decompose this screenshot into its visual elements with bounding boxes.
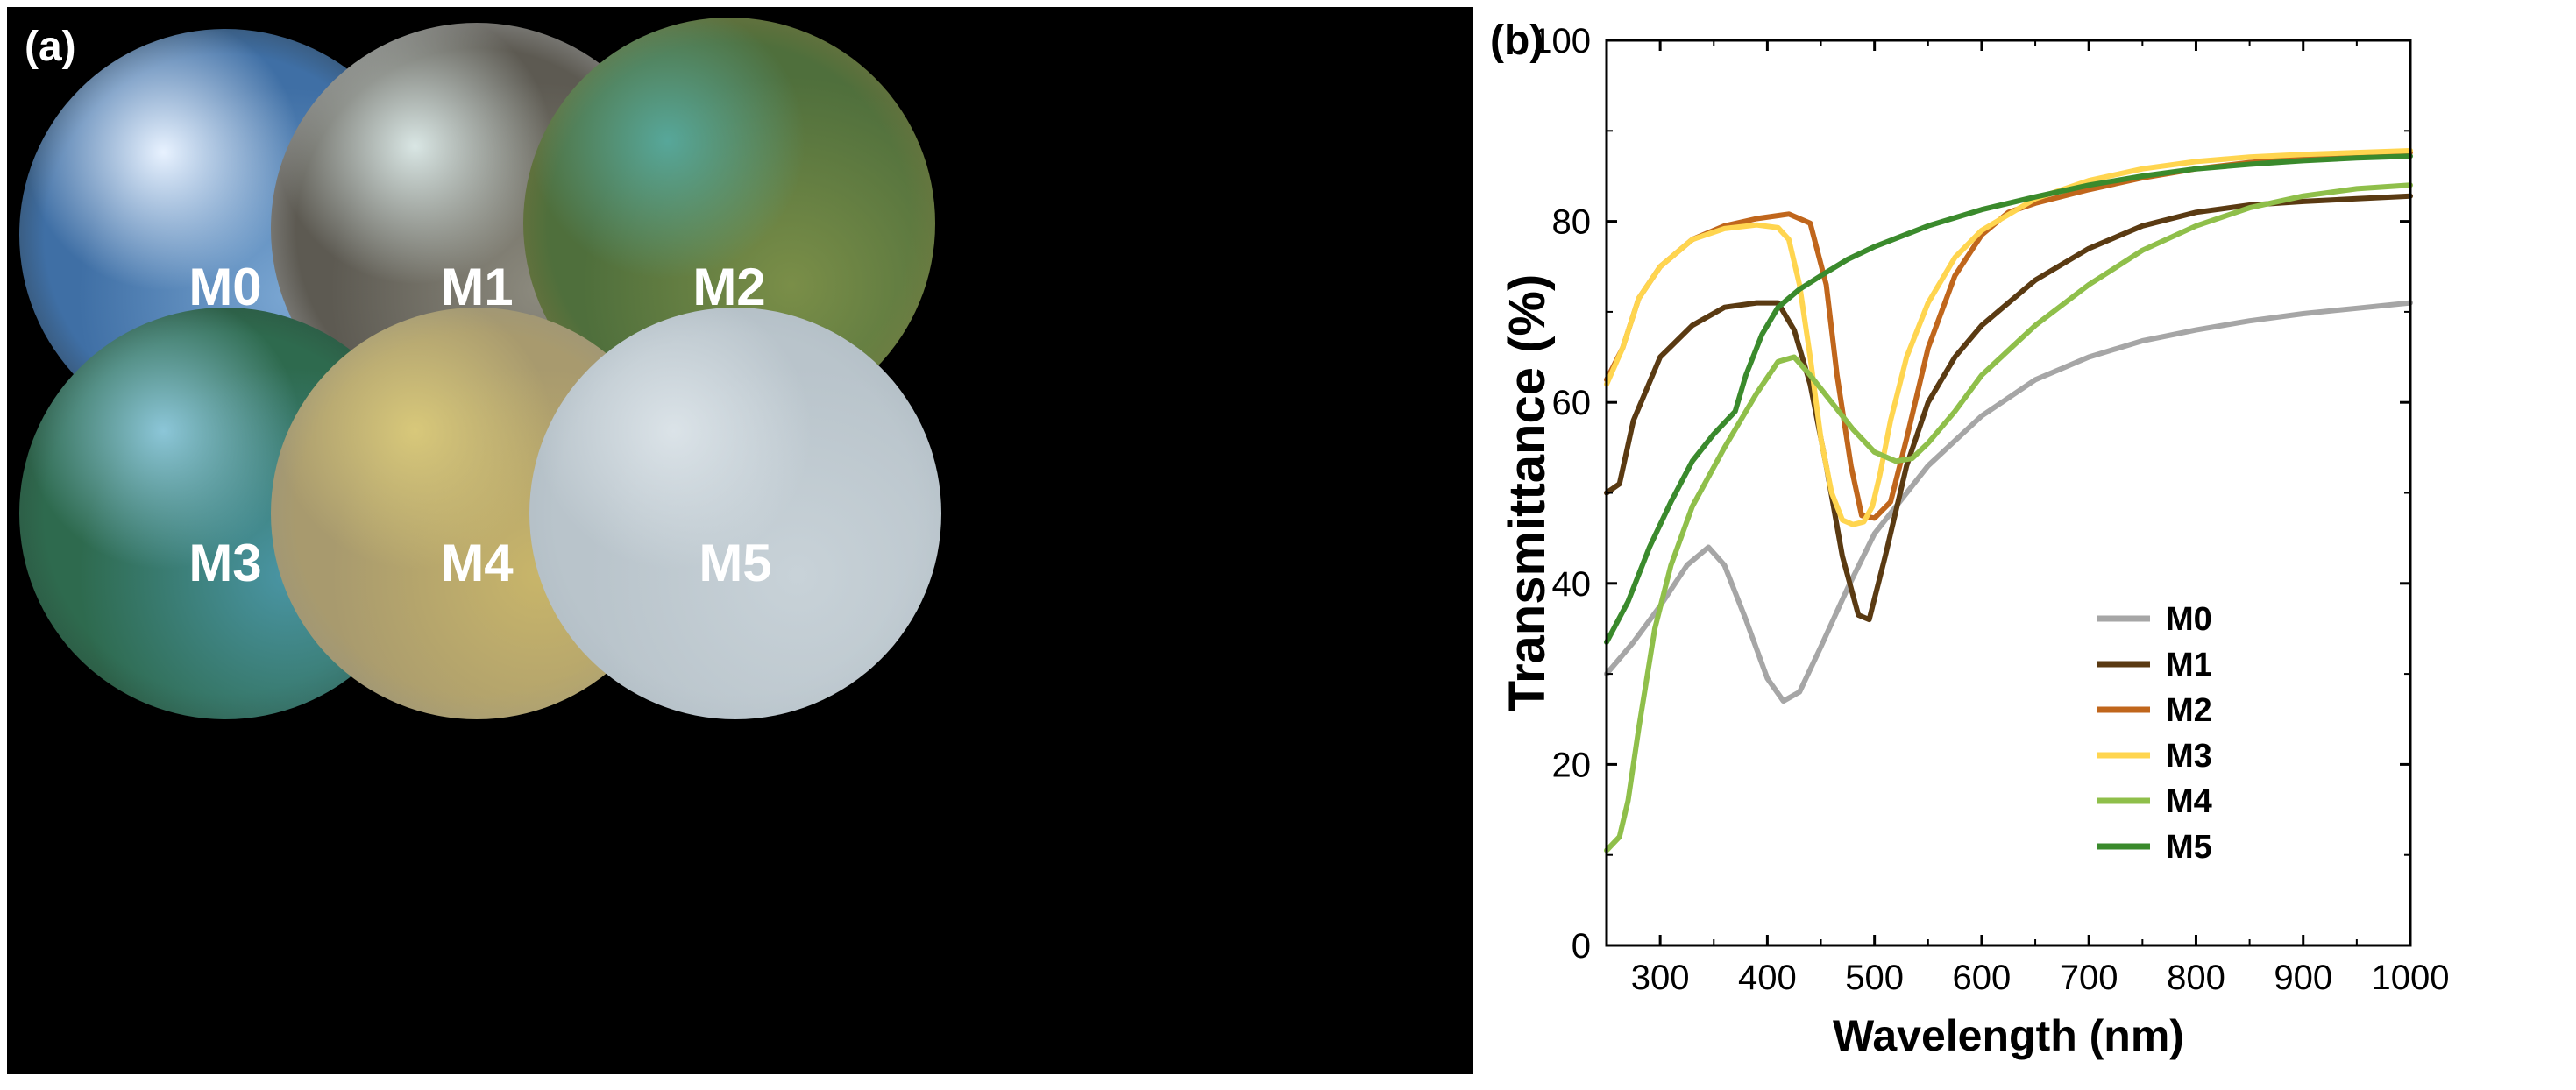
y-axis-title: Transmittance (%) <box>1499 274 1556 712</box>
series-line-m2 <box>1604 150 2413 521</box>
series-line-m0 <box>1604 300 2413 704</box>
transmittance-chart: (b) 300 400 500 600 700 800 900 1000 0 20 40 60 80 10… <box>1490 18 2450 1060</box>
legend-label-m3: M3 <box>2166 738 2212 775</box>
plot-frame <box>1605 39 2412 947</box>
x-tick-label: 300 <box>1631 959 1690 997</box>
y-tick-label: 80 <box>1552 203 1592 242</box>
x-tick-label: 400 <box>1738 959 1797 997</box>
series-line-m5 <box>1604 153 2413 645</box>
series-line-m3 <box>1604 148 2413 527</box>
legend: M0 M1 M2 M3 M4 M5 <box>2097 601 2212 866</box>
sample-label-m2: M2 <box>692 258 766 316</box>
panel-b-label: (b) <box>1490 18 1543 64</box>
x-tick-label: 900 <box>2274 959 2332 997</box>
y-tick-label: 40 <box>1552 565 1592 604</box>
y-tick-label: 0 <box>1572 927 1591 966</box>
y-tick-label: 20 <box>1552 746 1592 784</box>
x-tick-label: 500 <box>1845 959 1904 997</box>
x-axis-title: Wavelength (nm) <box>1833 1011 2184 1060</box>
sample-disc-m5 <box>529 308 941 719</box>
y-tick-label: 60 <box>1552 384 1592 422</box>
x-tick-label: 600 <box>1953 959 2012 997</box>
sample-label-m1: M1 <box>440 258 514 316</box>
photo-panel: (a) M0 M1 M2 M3 M4 M5 <box>7 7 1473 1074</box>
panel-a-label: (a) <box>25 24 76 70</box>
sample-label-m3: M3 <box>188 534 262 592</box>
x-tick-label: 700 <box>2060 959 2118 997</box>
sample-label-m4: M4 <box>440 534 514 592</box>
legend-label-m2: M2 <box>2166 692 2212 729</box>
legend-label-m4: M4 <box>2166 783 2212 820</box>
legend-label-m1: M1 <box>2166 647 2212 683</box>
legend-label-m5: M5 <box>2166 829 2212 866</box>
series-line-m4 <box>1604 182 2413 853</box>
sample-label-m5: M5 <box>699 534 772 592</box>
sample-label-m0: M0 <box>188 258 262 316</box>
x-tick-label: 800 <box>2167 959 2225 997</box>
y-tick-label: 100 <box>1532 22 1591 60</box>
legend-label-m0: M0 <box>2166 601 2212 638</box>
x-tick-label: 1000 <box>2372 959 2450 997</box>
series-line-m1 <box>1604 193 2413 623</box>
